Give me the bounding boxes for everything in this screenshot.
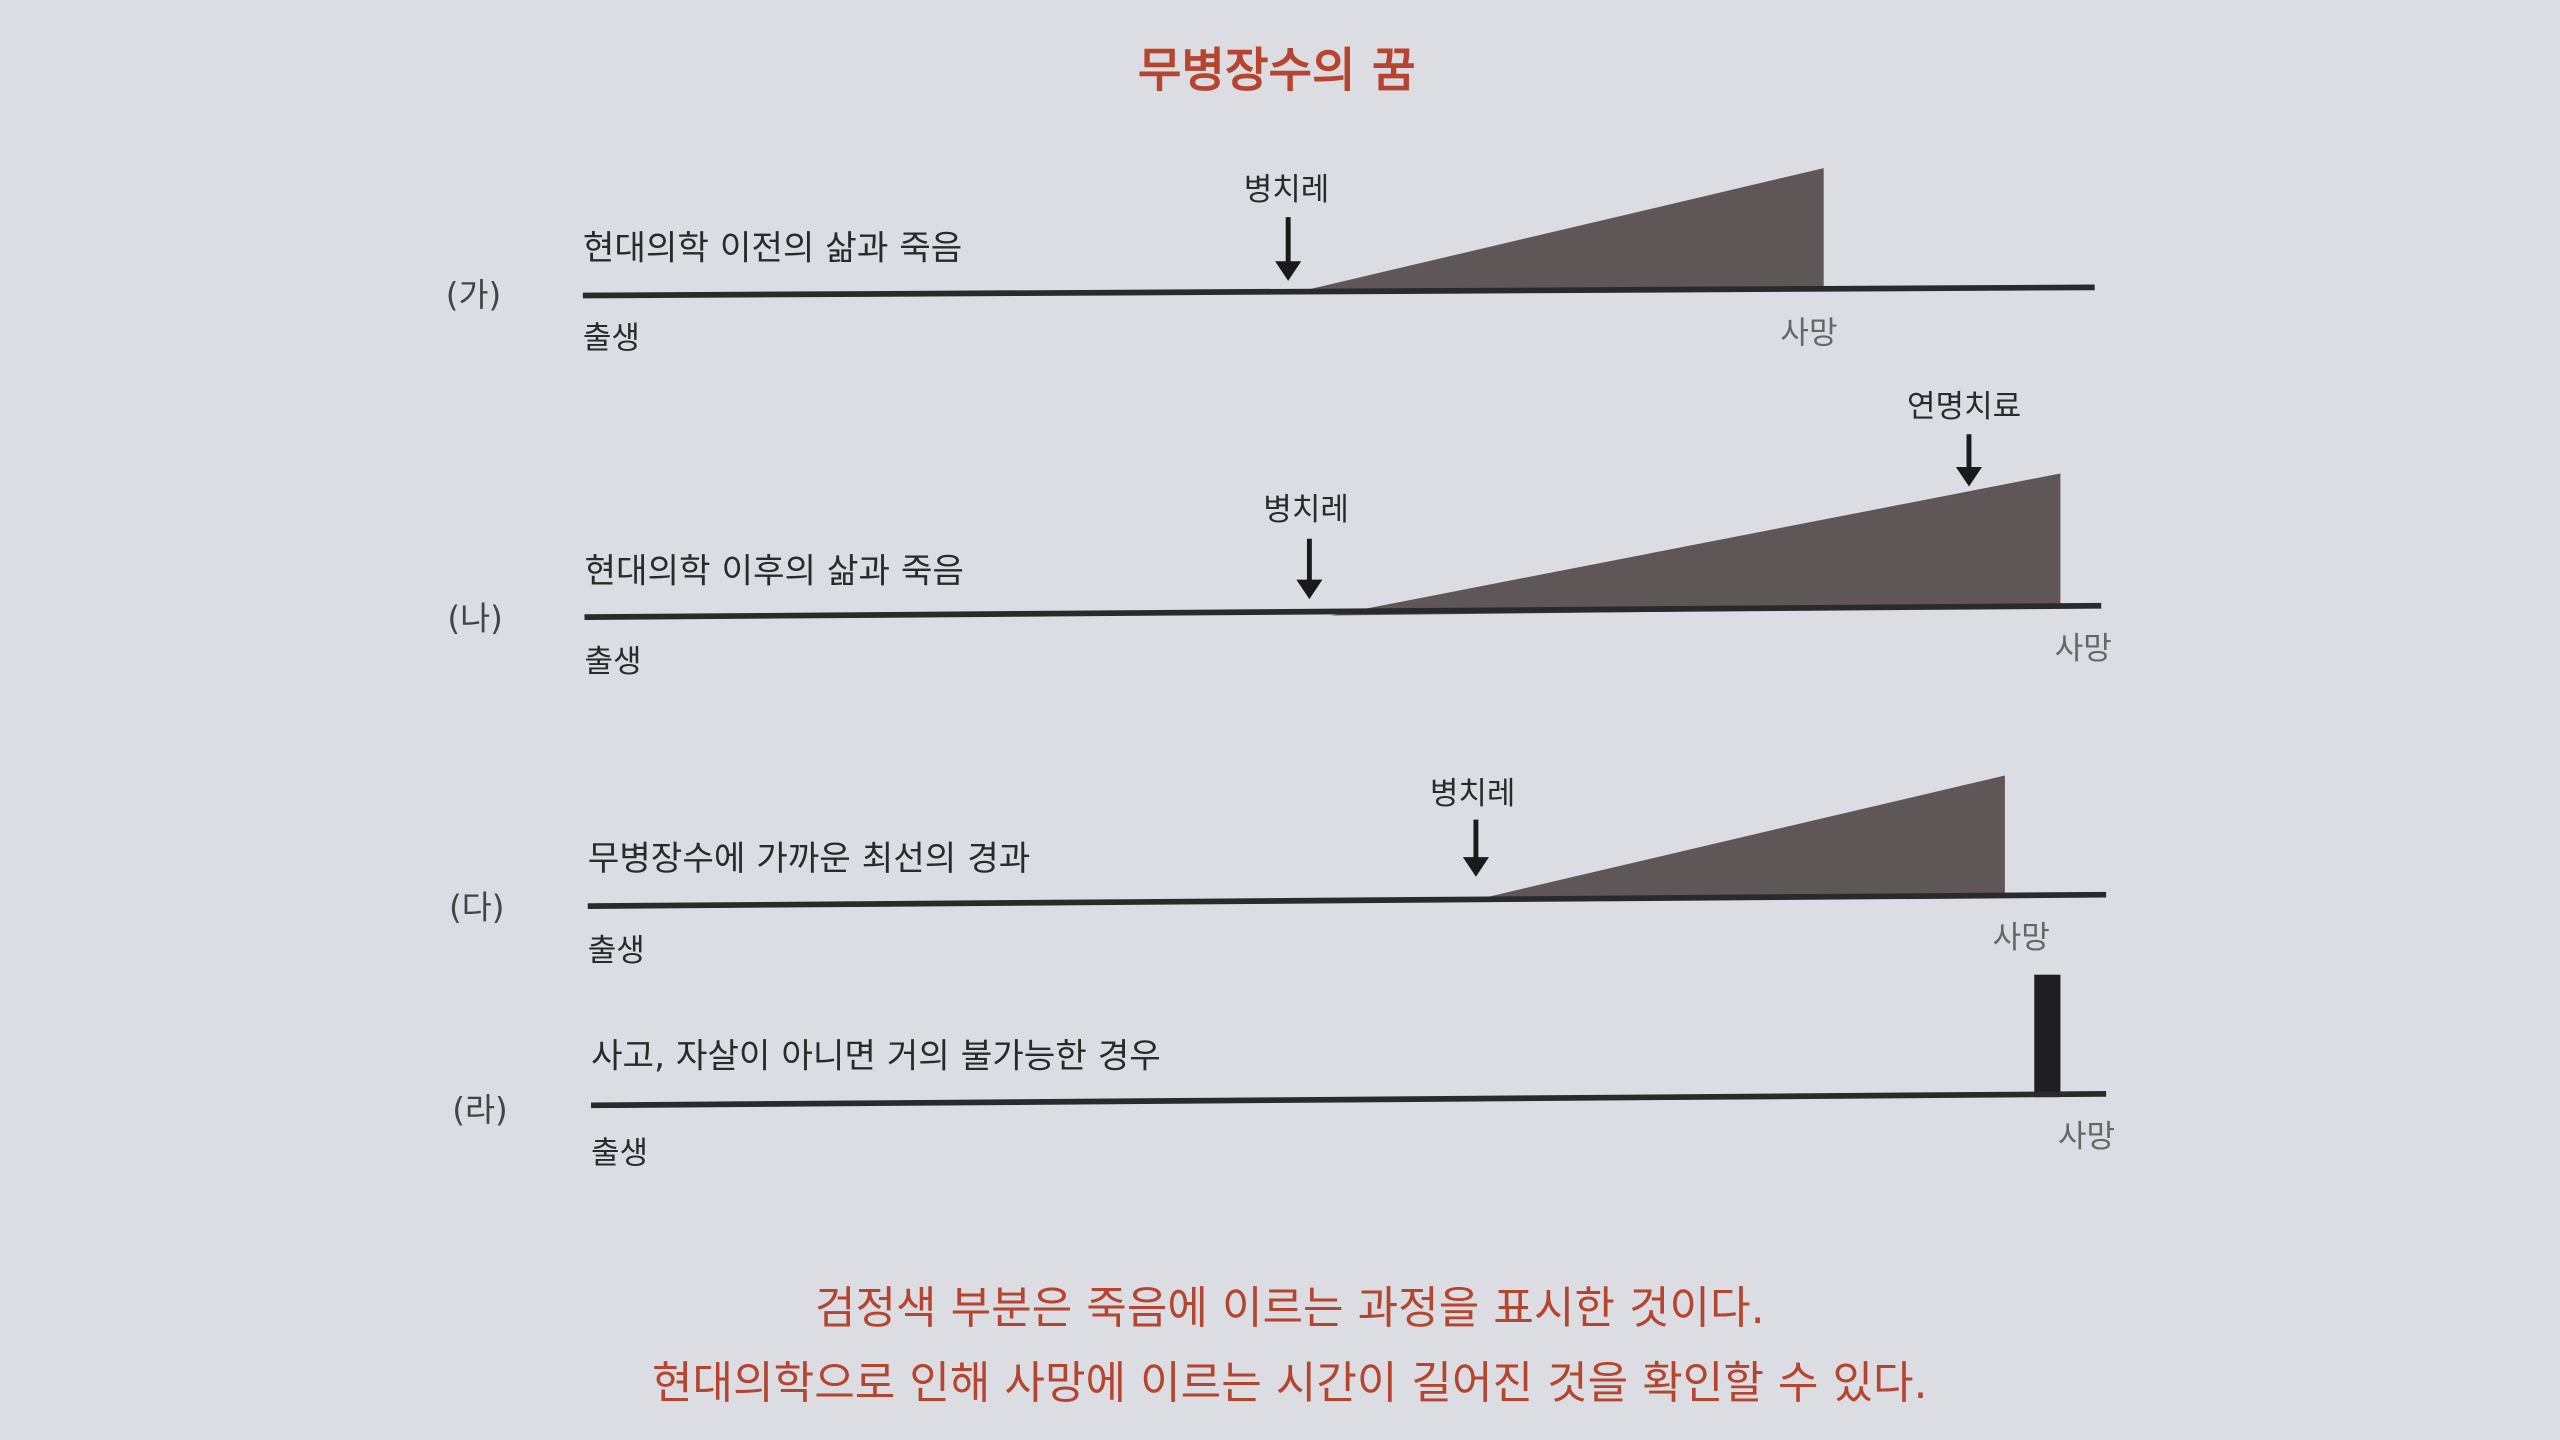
row-label: (라) [452, 1091, 508, 1129]
arrow-head [1955, 466, 1983, 487]
arrow-head [1462, 857, 1489, 877]
caption-line: 검정색 부분은 죽음에 이르는 과정을 표시한 것이다. [815, 1283, 1765, 1334]
row: (라) 사고, 자살이 아니면 거의 불가능한 경우 사망 출생 [452, 974, 2115, 1171]
row-description: 무병장수에 가까운 최선의 경과 [588, 839, 1031, 879]
illness-label: 병치레 [1263, 492, 1349, 528]
life-line [584, 602, 2102, 620]
death-label: 사망 [2058, 1119, 2115, 1155]
row-description: 사고, 자살이 아니면 거의 불가능한 경우 [591, 1036, 1161, 1076]
decline-bar [2034, 974, 2061, 1098]
row-label: (가) [446, 276, 502, 314]
row-description: 현대의학 이후의 삶과 죽음 [584, 552, 963, 592]
decline-area [1289, 168, 1824, 294]
birth-label: 출생 [588, 933, 645, 969]
decline-area [1330, 473, 2061, 616]
illness-label: 병치레 [1430, 776, 1516, 812]
death-label: 사망 [1780, 316, 1837, 352]
row-label: (다) [449, 888, 505, 926]
arrow-head [1275, 261, 1302, 281]
death-label: 사망 [1993, 920, 2050, 956]
death-label: 사망 [2055, 631, 2112, 667]
birth-label: 출생 [584, 644, 641, 680]
life-line [587, 891, 2107, 909]
row: (나) 현대의학 이후의 삶과 죽음 병치레 연명치료 사망 출생 [447, 389, 2111, 680]
life-line [590, 1091, 2107, 1109]
life-line [582, 284, 2095, 299]
decline-area [1469, 775, 2005, 902]
illness-label: 병치레 [1244, 172, 1330, 208]
row: (가) 현대의학 이전의 삶과 죽음 병치레 사망 출생 [446, 168, 2095, 357]
row-description: 현대의학 이전의 삶과 죽음 [583, 228, 962, 268]
arrow-head [1296, 579, 1323, 600]
birth-label: 출생 [591, 1135, 648, 1171]
row-label: (나) [447, 599, 503, 637]
row: (다) 무병장수에 가까운 최선의 경과 병치레 사망 출생 [449, 775, 2107, 969]
caption-line: 현대의학으로 인해 사망에 이르는 시간이 길어진 것을 확인할 수 있다. [652, 1358, 1928, 1409]
birth-label: 출생 [583, 321, 640, 357]
life-support-label: 연명치료 [1907, 389, 2021, 425]
title: 무병장수의 꿈 [1138, 43, 1416, 98]
